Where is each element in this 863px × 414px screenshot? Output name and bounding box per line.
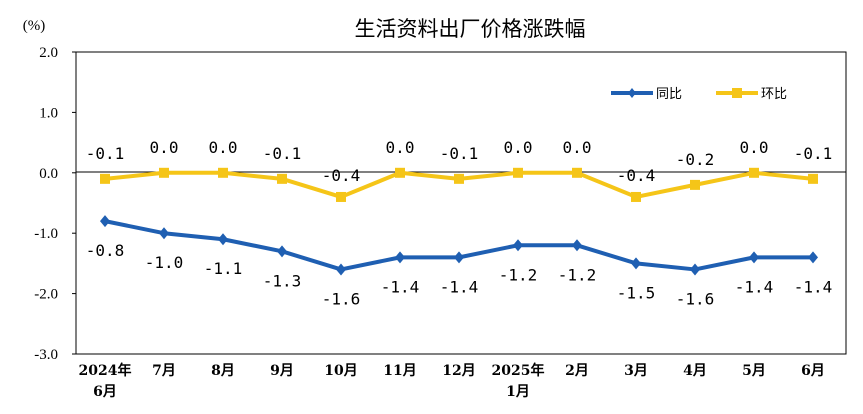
x-tick-label: 7月 [152,363,176,379]
data-point [336,191,346,202]
data-label: -0.4 [617,166,656,185]
data-label: -0.1 [86,144,125,163]
data-label: 0.0 [386,138,415,157]
data-point [808,173,818,184]
data-point [690,263,700,276]
data-point [749,251,759,264]
data-label: -1.3 [263,271,302,290]
series-layer: -0.8 -1.0 -1.1 -1.3 -1.6 -1.4 -1.4 -1.2 -1.2 -1.5… [86,138,833,309]
data-point [572,239,582,252]
data-label: -1.1 [204,259,243,278]
data-point [749,167,759,178]
x-axis-ticks: 2024年 6月 7月 8月 9月 10月 11月 12月 2025年 1月 2月 3月 4月 5月 6月 [79,362,825,400]
x-tick-label: 2025年 [492,362,545,379]
data-point [336,263,346,276]
x-tick-label: 2024年 [79,362,132,379]
data-point [690,179,700,190]
data-point [454,173,464,184]
y-tick-label: -1.0 [34,226,58,242]
y-axis-ticks: 2.0 1.0 0.0 -1.0 -2.0 -3.0 [34,45,76,363]
y-tick-label: -3.0 [34,347,58,363]
data-point [277,173,287,184]
data-point [100,173,110,184]
x-tick-label: 8月 [211,363,235,379]
data-point [218,233,228,246]
data-label: -0.1 [440,144,479,163]
x-tick-label: 2月 [565,363,589,379]
data-point [395,251,405,264]
y-tick-label: 1.0 [39,105,58,121]
legend-item: 环比 [716,87,787,102]
data-point [277,245,287,258]
data-label: -1.4 [735,277,774,296]
data-label: -0.1 [794,144,833,163]
data-point [808,251,818,264]
y-tick-label: 0.0 [39,166,58,182]
data-label: 0.0 [563,138,592,157]
data-label: -1.2 [558,265,597,284]
x-tick-label: 10月 [324,363,357,379]
data-point [159,227,169,240]
x-tick-label: 3月 [624,363,648,379]
x-tick-label: 12月 [442,363,475,379]
x-tick-label: 9月 [270,363,294,379]
legend-label: 同比 [656,87,682,102]
data-point [395,167,405,178]
data-point [159,167,169,178]
legend-marker [732,88,742,98]
x-tick-label: 1月 [506,384,530,400]
data-label: -1.4 [381,277,420,296]
series-mom: -0.1 0.0 0.0 -0.1 -0.4 0.0 -0.1 0.0 0.0 -0.4 -0.2 0… [86,138,833,202]
y-unit-label: (%) [23,18,46,34]
data-label: 0.0 [504,138,533,157]
data-point [572,167,582,178]
data-label: 0.0 [740,138,769,157]
data-point [631,191,641,202]
data-point [513,167,523,178]
data-point [218,167,228,178]
data-label: -0.4 [322,166,361,185]
legend: 同比 环比 [611,87,787,102]
data-label: -0.8 [86,241,125,260]
data-point [100,215,110,228]
data-label: -0.2 [676,150,715,169]
data-label: -0.1 [263,144,302,163]
data-label: -1.6 [676,289,715,308]
series-yoy: -0.8 -1.0 -1.1 -1.3 -1.6 -1.4 -1.4 -1.2 -1.2 -1.5… [86,215,833,308]
x-tick-label: 5月 [742,363,766,379]
y-tick-label: -2.0 [34,287,58,303]
data-label: -1.0 [145,253,184,272]
data-point [513,239,523,252]
plot-frame [75,51,847,355]
data-label: -1.6 [322,289,361,308]
data-point [631,257,641,270]
legend-label: 环比 [761,87,787,102]
x-tick-label: 6月 [801,363,825,379]
legend-item: 同比 [611,87,682,102]
y-tick-label: 2.0 [39,45,58,61]
data-label: -1.4 [440,277,479,296]
x-tick-label: 11月 [383,363,416,379]
data-label: -1.5 [617,283,656,302]
x-tick-label: 4月 [683,363,707,379]
legend-marker [628,88,636,98]
data-label: -1.2 [499,265,538,284]
data-label: -1.4 [794,277,833,296]
data-label: 0.0 [150,138,179,157]
x-tick-label: 6月 [93,384,117,400]
chart-title: 生活资料出厂价格涨跌幅 [355,17,586,41]
data-label: 0.0 [209,138,238,157]
data-point [454,251,464,264]
